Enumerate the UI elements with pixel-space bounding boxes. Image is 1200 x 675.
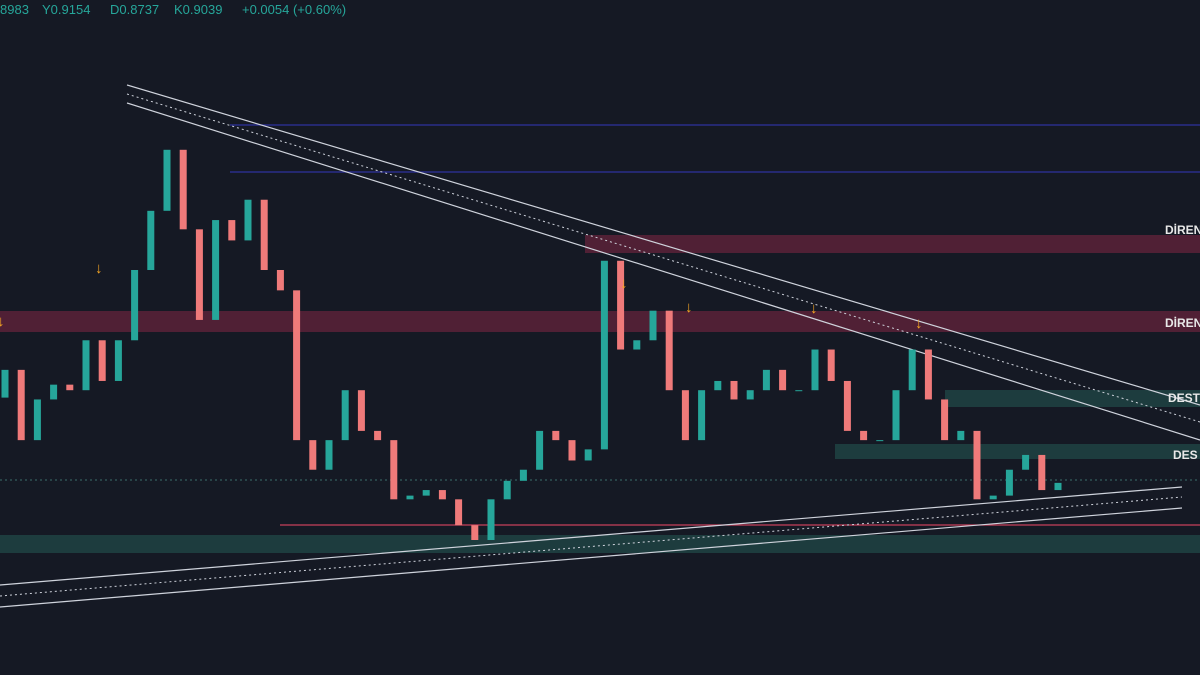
candle xyxy=(309,440,317,470)
candle xyxy=(973,430,981,500)
candles xyxy=(1,149,1062,540)
candle xyxy=(714,380,722,391)
candle xyxy=(471,525,479,540)
candle xyxy=(746,390,754,400)
trend-line xyxy=(126,93,1200,423)
candle xyxy=(179,149,187,230)
zone-label: DEST xyxy=(1168,391,1200,405)
candle xyxy=(276,270,284,291)
candle xyxy=(681,390,689,441)
candle xyxy=(341,390,349,441)
candle xyxy=(147,210,155,270)
candle xyxy=(795,390,803,392)
arrow: ↓ xyxy=(810,300,818,317)
arrow: ↓ xyxy=(685,299,693,316)
support-zone xyxy=(0,535,1200,553)
header-value: +0.0054 (+0.60%) xyxy=(242,2,346,17)
candle xyxy=(50,384,58,400)
candle xyxy=(33,399,41,441)
candle xyxy=(422,490,430,496)
candle xyxy=(195,229,203,320)
candle xyxy=(82,340,90,391)
candle xyxy=(908,349,916,391)
candle xyxy=(163,149,171,211)
candle xyxy=(1054,482,1062,491)
candle xyxy=(924,349,932,400)
candle xyxy=(1038,454,1046,491)
resistance-zone xyxy=(585,235,1200,253)
candle xyxy=(843,380,851,431)
candle xyxy=(811,349,819,391)
zone-label: DİREN xyxy=(1165,315,1200,330)
candle xyxy=(876,440,884,442)
candle xyxy=(989,495,997,500)
candle xyxy=(1022,454,1030,470)
candle xyxy=(406,495,414,500)
candle xyxy=(827,349,835,381)
candle xyxy=(17,369,25,441)
support-zone xyxy=(945,390,1200,407)
support-zone xyxy=(835,444,1200,459)
zone-label: DES xyxy=(1173,448,1198,462)
candle xyxy=(66,384,74,391)
candle xyxy=(325,440,333,470)
candle xyxy=(892,390,900,441)
candle xyxy=(1005,469,1013,496)
candle xyxy=(665,310,673,391)
candle xyxy=(552,430,560,441)
header-value: Y0.9154 xyxy=(42,2,90,17)
candle xyxy=(957,430,965,441)
candle xyxy=(503,480,511,500)
candle xyxy=(568,440,576,461)
candle xyxy=(519,469,527,481)
candle xyxy=(228,220,236,241)
candle xyxy=(260,199,268,270)
candle xyxy=(730,380,738,400)
zone-label: DİREN xyxy=(1165,222,1200,237)
candle xyxy=(1,369,9,398)
candle xyxy=(487,499,495,540)
header-value: D0.8737 xyxy=(110,2,159,17)
arrow: ↓ xyxy=(915,315,923,332)
candle xyxy=(617,260,625,350)
candle xyxy=(633,340,641,350)
candle xyxy=(98,340,106,381)
trend-line xyxy=(126,84,1200,406)
trend-line xyxy=(0,507,1183,608)
candle xyxy=(649,310,657,341)
candle xyxy=(438,490,446,500)
candle xyxy=(244,199,252,241)
candle xyxy=(114,340,122,381)
candle xyxy=(293,290,301,441)
candle xyxy=(212,220,220,320)
resistance-zone xyxy=(0,311,1200,332)
candle xyxy=(762,369,770,391)
candle xyxy=(584,449,592,461)
arrow: ↓ xyxy=(620,275,628,292)
candle xyxy=(357,390,365,431)
candle xyxy=(779,369,787,391)
candle xyxy=(941,399,949,441)
candle xyxy=(390,440,398,500)
candle xyxy=(600,260,608,450)
trend-line xyxy=(0,486,1183,586)
candle xyxy=(455,499,463,526)
candle xyxy=(536,430,544,470)
candle xyxy=(860,430,868,441)
header-value: K0.9039 xyxy=(174,2,222,17)
trend-line xyxy=(126,102,1200,441)
arrow: ↓ xyxy=(95,260,103,277)
candle xyxy=(698,390,706,441)
candle xyxy=(131,270,139,341)
candle xyxy=(374,430,382,441)
header-value: 8983 xyxy=(0,2,29,17)
arrow: ↓ xyxy=(0,313,5,330)
